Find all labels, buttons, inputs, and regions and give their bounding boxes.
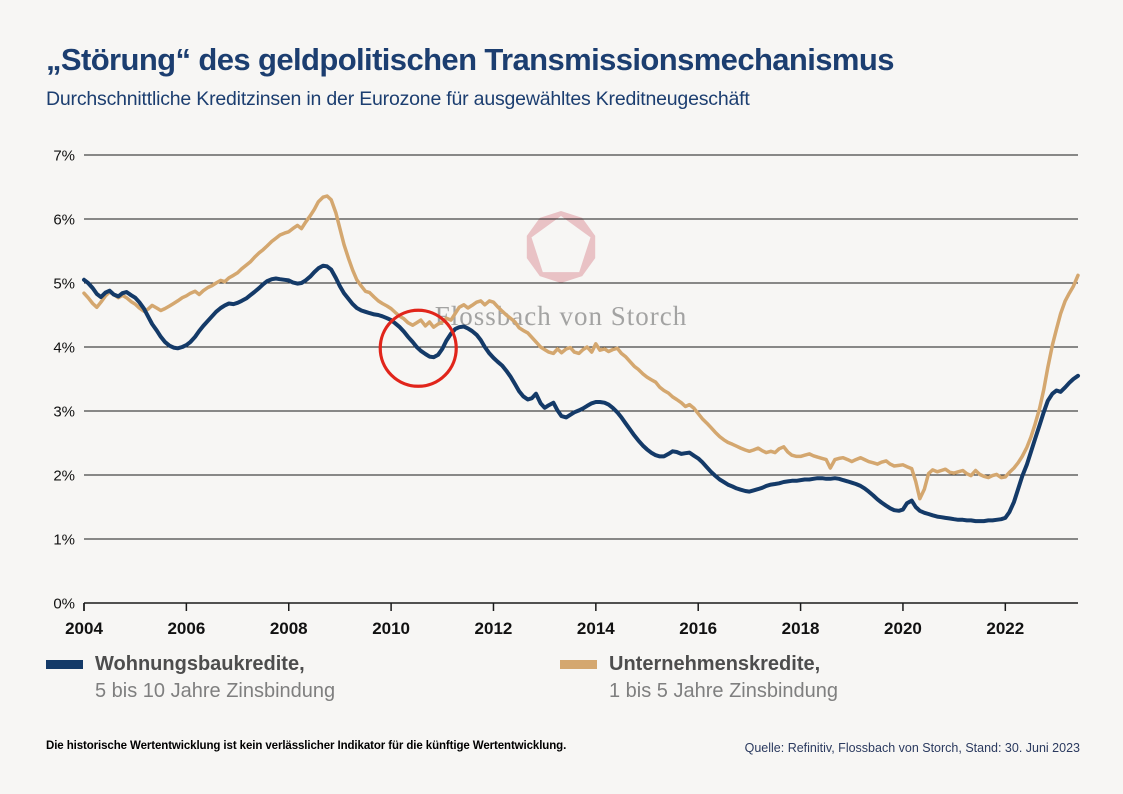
x-tick-label: 2022 <box>986 619 1024 638</box>
x-tick-label: 2014 <box>577 619 615 638</box>
page-title: „Störung“ des geldpolitischen Transmissi… <box>46 42 894 77</box>
x-tick-label: 2012 <box>475 619 513 638</box>
y-tick-label: 7% <box>53 148 75 165</box>
legend-item-unternehmenskredite: Unternehmenskredite, 1 bis 5 Jahre Zinsb… <box>560 651 838 705</box>
x-tick-label: 2018 <box>782 619 820 638</box>
x-tick-label: 2020 <box>884 619 922 638</box>
legend-swatch-tan <box>560 660 597 669</box>
y-tick-label: 2% <box>53 468 75 485</box>
footer-source: Quelle: Refinitiv, Flossbach von Storch,… <box>744 741 1080 755</box>
x-tick-label: 2008 <box>270 619 308 638</box>
legend-swatch-blue <box>46 660 83 669</box>
series-line-wohnungsbaukredite <box>82 263 1080 524</box>
legend-label: Wohnungsbaukredite, <box>95 653 305 675</box>
y-tick-label: 0% <box>53 596 75 613</box>
legend-label: Unternehmenskredite, <box>609 653 821 675</box>
page-subtitle: Durchschnittliche Kreditzinsen in der Eu… <box>46 88 750 110</box>
footer-disclaimer: Die historische Wertentwicklung ist kein… <box>46 740 567 752</box>
series-line-unternehmenskredite <box>82 194 1080 501</box>
annotation-circle <box>378 308 458 388</box>
y-tick-label: 3% <box>53 404 75 421</box>
y-tick-label: 4% <box>53 340 75 357</box>
legend-sublabel: 1 bis 5 Jahre Zinsbindung <box>609 680 839 702</box>
watermark-text: Flossbach von Storch <box>435 301 688 331</box>
legend-sublabel: 5 bis 10 Jahre Zinsbindung <box>95 680 336 702</box>
x-tick-label: 2016 <box>679 619 717 638</box>
x-tick-label: 2010 <box>372 619 410 638</box>
legend-item-wohnungsbaukredite: Wohnungsbaukredite, 5 bis 10 Jahre Zinsb… <box>46 651 335 705</box>
y-tick-label: 6% <box>53 212 75 229</box>
watermark-pentagon-logo-icon <box>526 211 596 283</box>
y-tick-label: 5% <box>53 276 75 293</box>
y-tick-label: 1% <box>53 532 75 549</box>
x-tick-label: 2006 <box>167 619 205 638</box>
x-tick-label: 2004 <box>65 619 103 638</box>
